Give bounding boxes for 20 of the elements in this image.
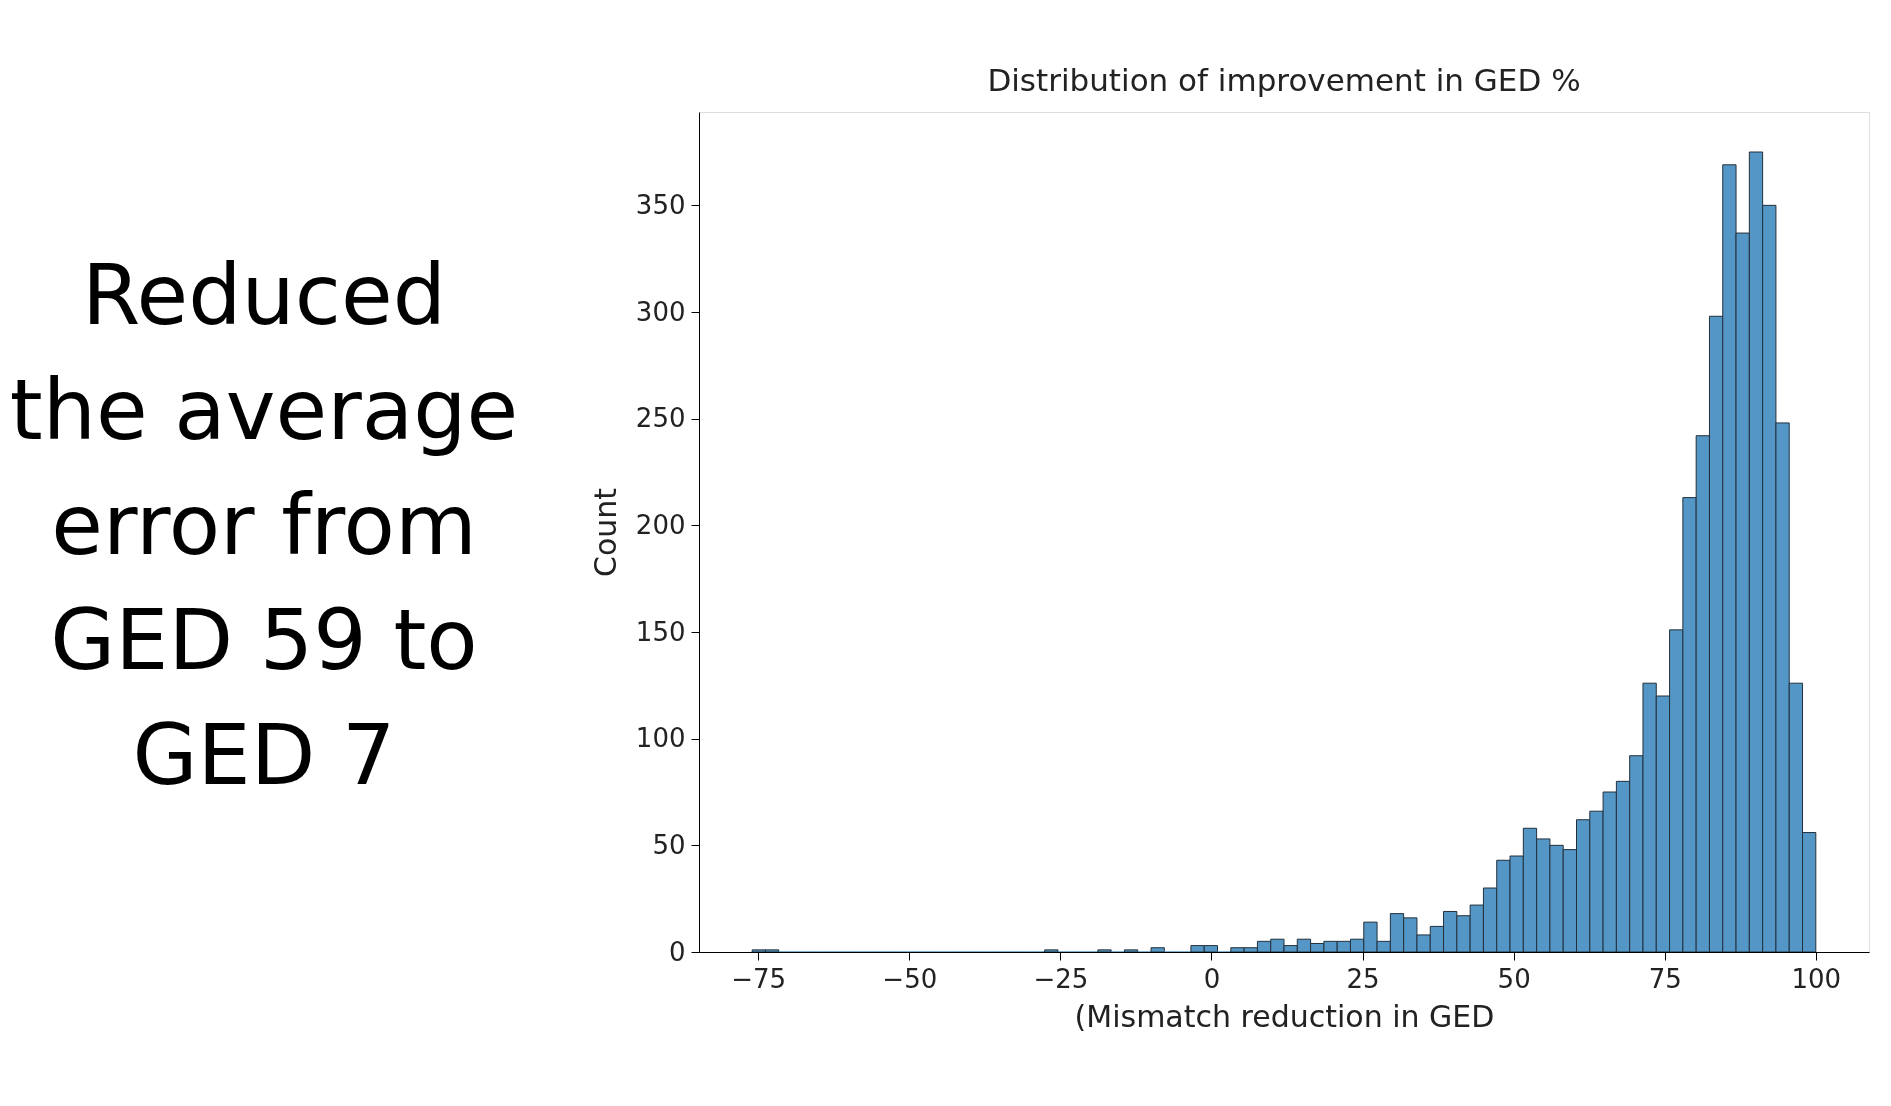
x-tick-label: 25 <box>1346 963 1380 994</box>
y-tick-label: 300 <box>635 296 686 327</box>
x-axis-title: (Mismatch reduction in GED <box>1074 998 1495 1034</box>
x-tick-label: 0 <box>1203 963 1221 994</box>
y-tick-label: 100 <box>635 723 686 754</box>
y-tick-label: 200 <box>635 509 686 540</box>
x-tick-label: 75 <box>1648 963 1682 994</box>
y-tick-label: 150 <box>635 616 686 647</box>
y-tick-label: 0 <box>668 936 686 967</box>
x-tick-label: 50 <box>1497 963 1531 994</box>
y-tick-label: 350 <box>635 189 686 220</box>
text: Reduced the average error from GED 59 to GED 7 <box>9 246 519 804</box>
x-tick-label: −75 <box>731 963 787 994</box>
chart-title: Distribution of improvement in GED % <box>987 62 1581 98</box>
x-tick-label: −50 <box>882 963 938 994</box>
y-tick-label: 250 <box>635 403 686 434</box>
x-tick-label: −25 <box>1033 963 1089 994</box>
x-tick-label: 100 <box>1791 963 1842 994</box>
y-axis-title: Count <box>587 487 623 578</box>
y-tick-label: 50 <box>652 829 686 860</box>
